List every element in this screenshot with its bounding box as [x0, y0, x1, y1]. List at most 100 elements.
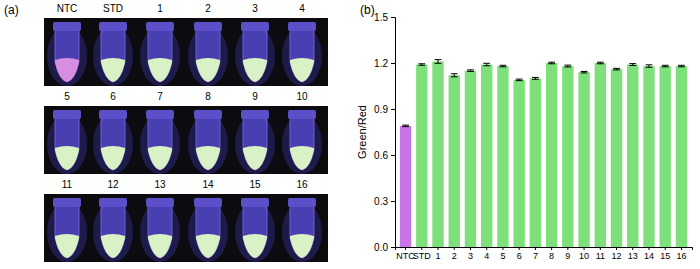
error-bar: [662, 65, 669, 67]
x-axis: NTCSTD12345678910111213141516: [396, 247, 693, 261]
tube-label: 13: [154, 179, 166, 190]
x-tick-mark: [681, 247, 682, 250]
y-tick-label: 1.5: [374, 12, 388, 23]
tube-cap: [288, 110, 316, 119]
x-tick: 12: [612, 247, 622, 261]
bar: [400, 126, 411, 247]
x-tick: 14: [644, 247, 654, 261]
tube-body: [196, 206, 220, 258]
x-tick-label: 7: [533, 251, 538, 261]
tube-glow: [235, 202, 275, 262]
error-bar-line: [548, 62, 555, 63]
bar: [595, 63, 606, 247]
tube-glow: [282, 26, 322, 86]
x-tick: 15: [660, 247, 670, 261]
error-bar-line: [532, 77, 539, 78]
tube-glow: [188, 202, 228, 262]
x-tick-mark: [519, 247, 520, 250]
x-tick: STD: [413, 247, 432, 261]
tube-cap: [53, 22, 81, 31]
x-tick: 7: [533, 247, 538, 261]
y-tick-label: 1.2: [374, 58, 388, 69]
photo-row: NTCSTD1234: [44, 3, 328, 86]
error-bar: [548, 62, 555, 64]
error-bar-line: [500, 65, 507, 66]
tube-label: 8: [205, 91, 211, 102]
bar: [643, 66, 654, 247]
error-bar: [483, 63, 490, 65]
tube-glow: [47, 114, 87, 174]
tube-liquid: [290, 234, 314, 258]
tube-label: 14: [202, 179, 214, 190]
tube-liquid: [196, 58, 220, 82]
tube-liquid: [55, 146, 79, 170]
x-tick-label: 9: [565, 251, 570, 261]
tube-label: 3: [252, 3, 258, 14]
y-tick-label: 0.0: [374, 242, 388, 253]
tube-glow: [140, 202, 180, 262]
tube-body: [243, 206, 267, 258]
tube-cap: [146, 22, 174, 31]
photo-background: [44, 194, 328, 262]
x-tick-label: 13: [628, 251, 638, 261]
tube-cap: [99, 22, 127, 31]
error-bar: [564, 65, 571, 67]
tube-cap: [241, 22, 269, 31]
tube: [282, 198, 322, 262]
x-tick: 5: [500, 247, 505, 261]
tube: [235, 22, 275, 86]
bar: [497, 66, 508, 247]
y-tick-label: 0.9: [374, 104, 388, 115]
tube-liquid: [196, 146, 220, 170]
tube-liquid: [148, 146, 172, 170]
x-tick-mark: [632, 247, 633, 250]
bar: [660, 66, 671, 247]
error-bar-line: [435, 63, 442, 64]
x-tick-label: STD: [413, 251, 432, 261]
x-tick-label: 4: [484, 251, 489, 261]
tube: [188, 198, 228, 262]
tube: [93, 110, 133, 174]
x-tick-mark: [616, 247, 617, 250]
tube: [140, 198, 180, 262]
tube-cap: [99, 198, 127, 207]
tube-liquid: [148, 234, 172, 258]
tube-cap: [99, 110, 127, 119]
tube-cap: [288, 22, 316, 31]
tube-glow: [140, 114, 180, 174]
tube: [282, 110, 322, 174]
error-bar-line: [597, 63, 604, 64]
tube-body: [290, 206, 314, 258]
tube-label: 7: [157, 91, 163, 102]
error-bar: [500, 65, 507, 67]
tube-label: 6: [110, 91, 116, 102]
error-bar-line: [662, 66, 669, 67]
x-tick-mark: [551, 247, 552, 250]
tube-glow: [188, 26, 228, 86]
bar: [676, 66, 687, 247]
error-bar-line: [532, 79, 539, 80]
x-tick-mark: [535, 247, 536, 250]
tube: [235, 198, 275, 262]
bar: [546, 63, 557, 247]
error-bar-line: [613, 69, 620, 70]
error-bar-line: [516, 79, 523, 80]
x-tick: 1: [436, 247, 441, 261]
x-tick-label: 6: [517, 251, 522, 261]
x-tick-label: 15: [660, 251, 670, 261]
y-tick-label: 0.3: [374, 196, 388, 207]
error-bar-line: [662, 65, 669, 66]
tube-liquid: [290, 146, 314, 170]
tube: [140, 110, 180, 174]
error-bar-line: [581, 71, 588, 72]
panel-label: (a): [4, 3, 19, 17]
tube-label: NTC: [57, 3, 78, 14]
x-tick-label: 3: [468, 251, 473, 261]
y-axis-line: [391, 18, 396, 248]
tube-body: [148, 30, 172, 82]
x-tick-label: 16: [676, 251, 686, 261]
tube: [47, 110, 87, 174]
bar: [627, 65, 638, 247]
error-bar-line: [597, 62, 604, 63]
error-bar-line: [548, 63, 555, 64]
